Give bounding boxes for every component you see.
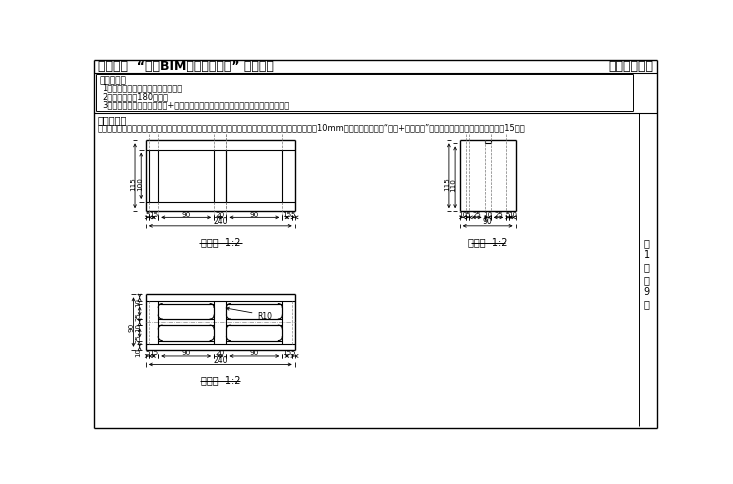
Text: 中国图学学会: 中国图学学会 [608,60,654,73]
Text: 5: 5 [145,211,150,217]
Text: 1: 1 [644,250,649,260]
Text: 10: 10 [135,347,141,356]
Text: 10: 10 [458,211,468,217]
Text: 9: 9 [644,287,649,297]
Text: 1、考试方式：计算机操作，闭卷；: 1、考试方式：计算机操作，闭卷； [103,83,183,92]
Text: 90: 90 [182,211,191,217]
Text: 20: 20 [216,211,225,217]
Text: 90: 90 [250,211,259,217]
Text: 考试要求：: 考试要求： [100,76,126,86]
Text: 15: 15 [149,211,158,217]
Text: 5: 5 [291,349,295,355]
Text: 25: 25 [494,211,503,217]
Text: 10: 10 [483,211,492,217]
Text: 115: 115 [444,176,450,190]
Text: 第十三期  “全国BIM技能等级考试” 一级试题: 第十三期 “全国BIM技能等级考试” 一级试题 [97,60,273,73]
Text: 10: 10 [135,322,141,332]
Text: 试题部分：: 试题部分： [97,115,128,125]
Text: 俯视图  1:2: 俯视图 1:2 [201,375,240,385]
Text: 20: 20 [216,349,225,355]
Text: 5: 5 [145,349,150,355]
Text: 115: 115 [130,176,136,190]
Text: 25: 25 [135,333,141,342]
Text: 页: 页 [644,299,649,309]
Text: 15: 15 [282,211,292,217]
Text: 5: 5 [506,211,510,217]
Text: 90: 90 [129,322,135,332]
Text: 5: 5 [465,211,470,217]
Text: 90: 90 [483,217,493,226]
Text: 15: 15 [149,349,158,355]
Text: 100: 100 [136,176,143,190]
Text: 5: 5 [291,211,295,217]
Text: 10: 10 [508,211,517,217]
Text: 左视图  1:2: 左视图 1:2 [468,236,507,246]
Text: 240: 240 [213,355,227,364]
Text: 主视图  1:2: 主视图 1:2 [201,236,240,246]
Text: 25: 25 [473,211,481,217]
Text: 第: 第 [644,238,649,247]
Text: 15: 15 [282,349,292,355]
Text: 页: 页 [644,262,649,272]
Text: 110: 110 [451,178,457,192]
Text: 90: 90 [182,349,191,355]
Text: 240: 240 [213,217,227,226]
Text: 3、新建文件夹（以准考证号+姓名命名），用于存放此次考试中生成的全部文件。: 3、新建文件夹（以准考证号+姓名命名），用于存放此次考试中生成的全部文件。 [103,100,290,109]
Text: 2、考试时间为180分钟；: 2、考试时间为180分钟； [103,92,169,101]
Text: 一、根据给定的投影图及尺寸建立镂空混凝土墙体族模型，投影图中所有镂空图案的侧面角半径均为10mm，请将模型文件以“族块+考生姓名”为文件名保存到考生文件夹中。（: 一、根据给定的投影图及尺寸建立镂空混凝土墙体族模型，投影图中所有镂空图案的侧面角… [97,122,526,132]
Text: R10: R10 [226,307,273,320]
Text: 10: 10 [135,298,141,307]
Text: 90: 90 [250,349,259,355]
Text: 25: 25 [135,312,141,320]
Text: 共: 共 [644,274,649,285]
